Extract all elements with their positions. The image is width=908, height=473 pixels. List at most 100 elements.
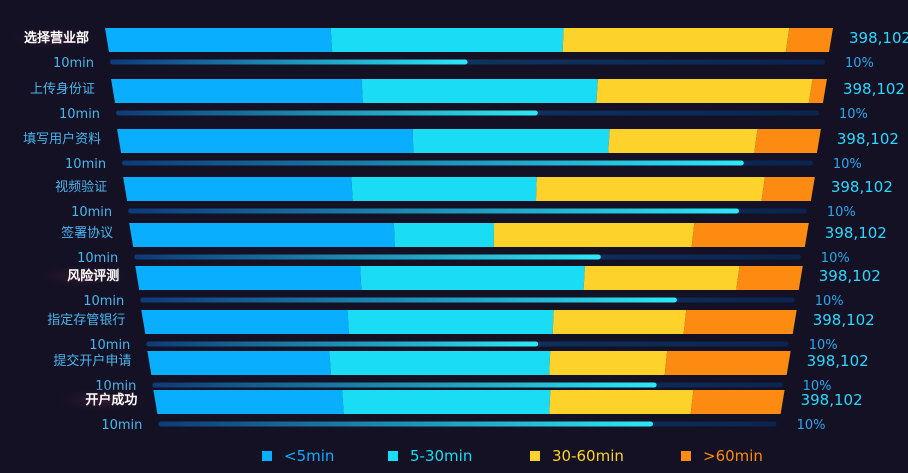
bar-segment[interactable] xyxy=(412,129,610,153)
progress-fill xyxy=(122,160,744,166)
legend-swatch xyxy=(388,451,398,461)
percent-label: 10% xyxy=(827,205,856,220)
legend-item[interactable]: <5min xyxy=(262,447,334,465)
stage-label: 风险评测 xyxy=(67,268,119,284)
legend-label: 5-30min xyxy=(410,447,472,465)
legend-swatch xyxy=(681,451,691,461)
stage-label: 选择营业部 xyxy=(24,30,89,46)
bar-segment[interactable] xyxy=(664,351,791,375)
bar-segment[interactable] xyxy=(347,310,554,334)
stage-label: 上传身份证 xyxy=(30,81,95,97)
percent-label: 10% xyxy=(845,56,874,71)
time-label: 10min xyxy=(71,205,112,220)
time-label: 10min xyxy=(59,107,100,122)
percent-label: 10% xyxy=(833,157,862,172)
progress-fill xyxy=(140,297,677,303)
bar-segment[interactable] xyxy=(117,129,414,153)
legend-label: 30-60min xyxy=(552,447,624,465)
percent-label: 10% xyxy=(815,294,844,309)
bar-segment[interactable] xyxy=(141,310,349,334)
bar-segment[interactable] xyxy=(153,390,344,414)
label-highlight xyxy=(37,264,130,288)
percent-label: 10% xyxy=(803,379,832,394)
count-label: 398,102 xyxy=(831,178,893,196)
stage-label: 填写用户资料 xyxy=(23,131,101,147)
progress-fill xyxy=(158,421,653,427)
time-label: 10min xyxy=(53,56,94,71)
funnel-row: 风险评测 398,102 10min 10% xyxy=(37,264,881,309)
bar-segment[interactable] xyxy=(105,28,333,52)
label-highlight xyxy=(55,388,148,412)
stage-label: 视频验证 xyxy=(55,179,107,195)
bar-segment[interactable] xyxy=(329,351,551,375)
bar-segment[interactable] xyxy=(111,79,363,103)
legend-label: >60min xyxy=(703,447,763,465)
bar-segment[interactable] xyxy=(691,223,809,247)
bar-segment[interactable] xyxy=(147,351,332,375)
time-label: 10min xyxy=(83,294,124,309)
percent-label: 10% xyxy=(839,107,868,122)
bar-segment[interactable] xyxy=(549,390,694,414)
bar-segment[interactable] xyxy=(549,351,668,375)
bar-segment[interactable] xyxy=(608,129,758,153)
percent-label: 10% xyxy=(821,251,850,266)
bar-segment[interactable] xyxy=(493,223,695,247)
bar-segment[interactable] xyxy=(562,28,790,52)
bar-segment[interactable] xyxy=(785,28,833,52)
legend-item[interactable]: 30-60min xyxy=(530,447,624,465)
progress-fill xyxy=(128,208,739,214)
progress-fill xyxy=(146,341,539,347)
count-label: 398,102 xyxy=(813,311,875,329)
legend-item[interactable]: 5-30min xyxy=(388,447,472,465)
bar-segment[interactable] xyxy=(596,79,813,103)
bar-segment[interactable] xyxy=(360,266,585,290)
bar-segment[interactable] xyxy=(135,266,362,290)
time-label: 10min xyxy=(101,418,142,433)
legend-label: <5min xyxy=(284,447,334,465)
bar-segment[interactable] xyxy=(761,177,815,201)
bar-segment[interactable] xyxy=(342,390,551,414)
progress-fill xyxy=(110,59,468,65)
bar-segment[interactable] xyxy=(683,310,797,334)
label-highlight xyxy=(7,26,99,50)
funnel-row: 选择营业部 398,102 10min 10% xyxy=(7,26,908,71)
bar-segment[interactable] xyxy=(736,266,803,290)
stage-label: 签署协议 xyxy=(61,225,113,241)
legend-swatch xyxy=(530,451,540,461)
progress-fill xyxy=(116,110,538,116)
funnel-row: 签署协议 398,102 10min 10% xyxy=(61,223,887,266)
bar-segment[interactable] xyxy=(361,79,598,103)
stage-label: 提交开户申请 xyxy=(53,353,131,369)
bar-segment[interactable] xyxy=(129,223,395,247)
legend-item[interactable]: >60min xyxy=(681,447,763,465)
bar-segment[interactable] xyxy=(754,129,821,153)
time-label: 10min xyxy=(77,251,118,266)
funnel-row: 填写用户资料 398,102 10min 10% xyxy=(23,129,899,172)
funnel-row: 开户成功 398,102 10min 10% xyxy=(55,388,863,433)
bar-segment[interactable] xyxy=(690,390,785,414)
progress-fill xyxy=(152,382,657,388)
bar-segment[interactable] xyxy=(393,223,495,247)
time-label: 10min xyxy=(89,338,130,353)
bar-segment[interactable] xyxy=(583,266,740,290)
percent-label: 10% xyxy=(809,338,838,353)
bar-segment[interactable] xyxy=(535,177,765,201)
bar-segment[interactable] xyxy=(351,177,537,201)
funnel-row: 视频验证 398,102 10min 10% xyxy=(55,177,893,220)
count-label: 398,102 xyxy=(849,29,908,47)
legend-swatch xyxy=(262,451,272,461)
count-label: 398,102 xyxy=(843,80,905,98)
count-label: 398,102 xyxy=(819,267,881,285)
percent-label: 10% xyxy=(797,418,826,433)
bar-segment[interactable] xyxy=(123,177,353,201)
count-label: 398,102 xyxy=(801,391,863,409)
bar-segment[interactable] xyxy=(808,79,827,103)
count-label: 398,102 xyxy=(825,224,887,242)
time-label: 10min xyxy=(65,157,106,172)
bar-segment[interactable] xyxy=(330,28,564,52)
bar-segment[interactable] xyxy=(552,310,687,334)
legend: <5min 5-30min 30-60min >60min xyxy=(262,447,763,465)
funnel-row: 指定存管银行 398,102 10min 10% xyxy=(47,310,875,353)
